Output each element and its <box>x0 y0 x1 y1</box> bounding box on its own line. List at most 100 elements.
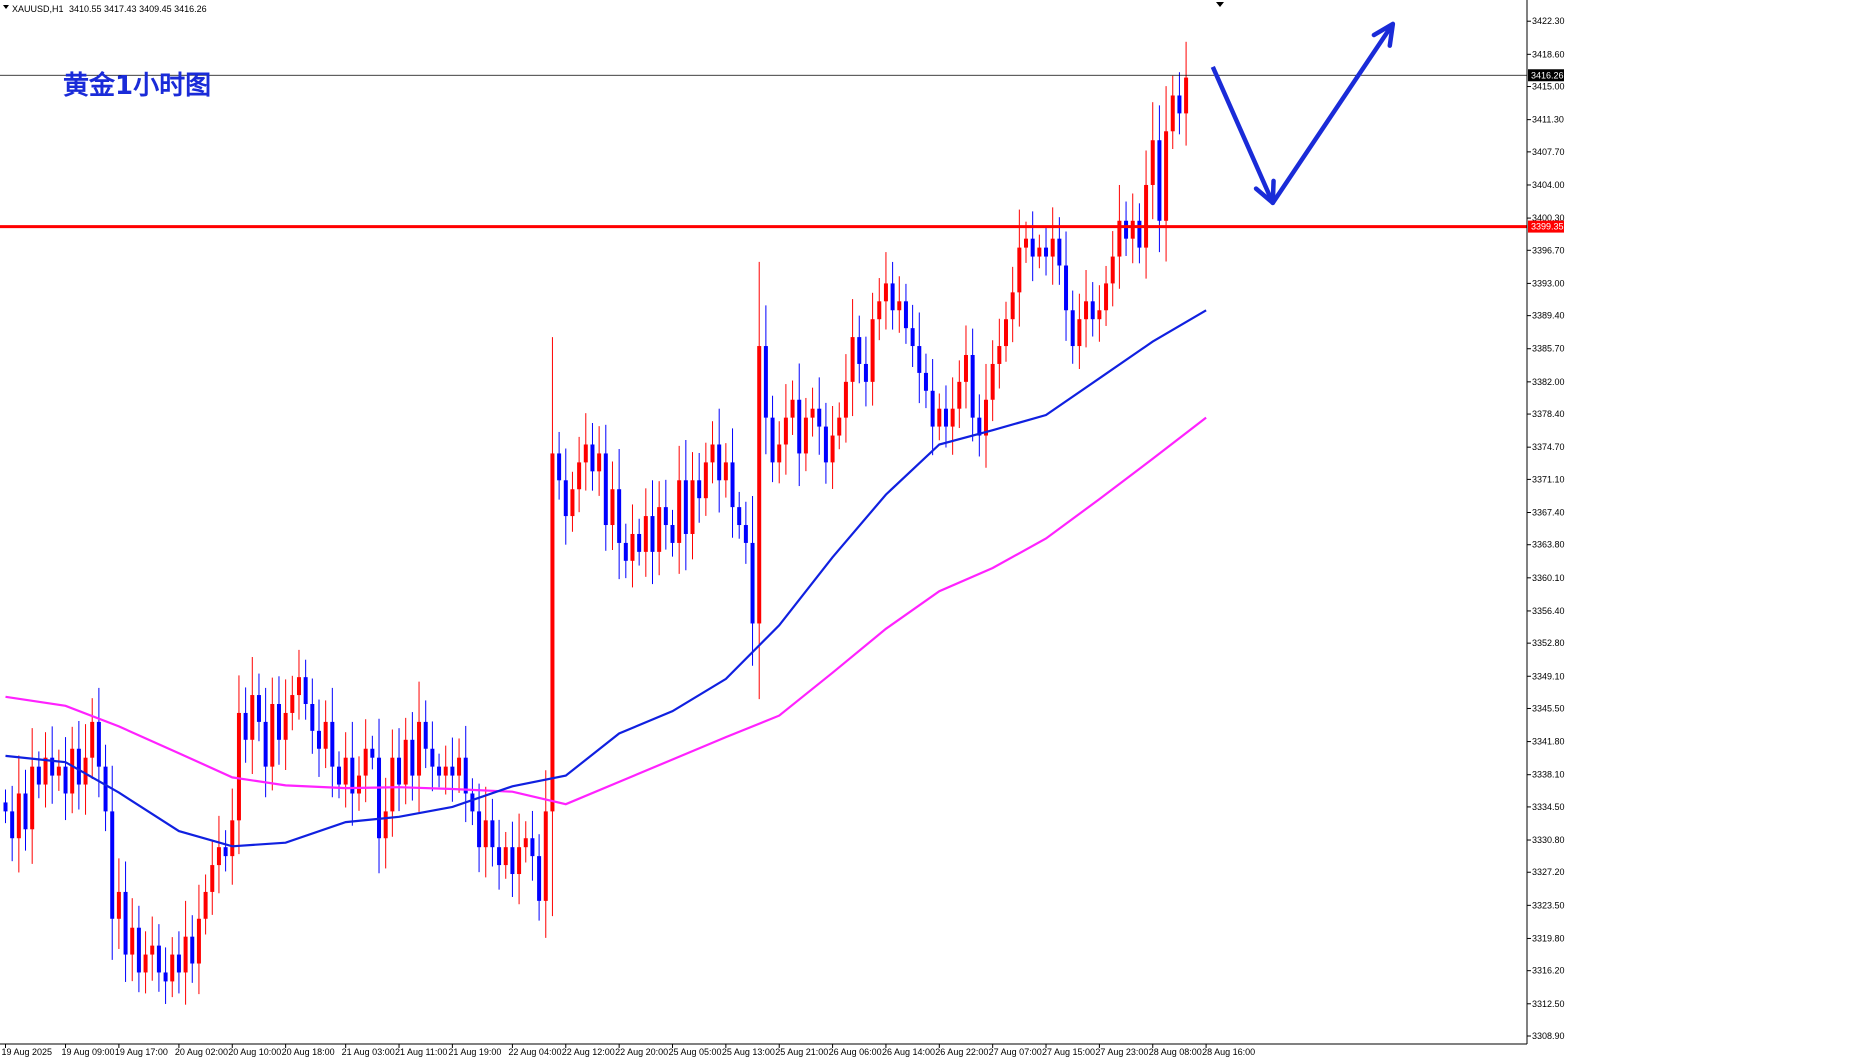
candle <box>83 724 88 815</box>
candle-body <box>150 945 155 955</box>
candle <box>263 687 268 798</box>
y-tick-label: 3338.10 <box>1532 770 1565 780</box>
candle <box>1150 102 1155 220</box>
candle-body <box>343 757 348 785</box>
candle <box>990 340 995 422</box>
candle <box>737 491 742 539</box>
candle <box>563 448 568 545</box>
candle-body <box>623 542 628 561</box>
candle <box>103 744 108 832</box>
x-tick-label: 27 Aug 07:00 <box>989 1047 1042 1057</box>
candle <box>397 728 402 812</box>
candle <box>863 336 868 407</box>
candle-body <box>256 695 261 722</box>
candle <box>643 488 648 577</box>
candle <box>937 393 942 441</box>
candle-body <box>1084 301 1089 320</box>
candle <box>330 687 335 798</box>
candle <box>1130 193 1135 264</box>
candle-body <box>697 480 702 499</box>
x-tick-label: 19 Aug 17:00 <box>115 1047 168 1057</box>
candle-body <box>890 283 895 311</box>
candle-body <box>216 847 221 866</box>
candle-body <box>1130 220 1135 239</box>
triangle-down-icon[interactable] <box>3 5 9 9</box>
candle-body <box>477 811 482 848</box>
candle <box>637 518 642 566</box>
candle-body <box>817 408 822 427</box>
candle <box>883 252 888 330</box>
annotation-title: 黄金1小时图 <box>63 70 211 101</box>
candle-body <box>10 811 15 839</box>
candle-body <box>1137 220 1142 248</box>
candle <box>503 831 508 879</box>
current-price-tag: 3416.26 <box>1531 70 1564 80</box>
y-tick-label: 3334.50 <box>1532 802 1565 812</box>
candle-body <box>937 408 942 427</box>
candle-body <box>437 766 442 776</box>
candle-body <box>837 417 842 436</box>
candle-body <box>36 766 41 785</box>
candle <box>90 698 95 780</box>
candle <box>1084 269 1089 348</box>
candle-body <box>397 757 402 785</box>
candle <box>917 312 922 404</box>
candle <box>923 353 928 409</box>
candle-body <box>223 847 228 857</box>
shift-marker-icon[interactable] <box>1216 2 1224 7</box>
candle-body <box>363 748 368 776</box>
candle-body <box>723 462 728 481</box>
plot-area[interactable] <box>0 0 1527 1044</box>
candle-body <box>637 533 642 552</box>
candle-body <box>156 945 161 973</box>
candle <box>943 385 948 448</box>
candle-body <box>1017 247 1022 293</box>
candle <box>23 769 28 851</box>
y-tick-label: 3371.10 <box>1532 474 1565 484</box>
candle-body <box>897 301 902 311</box>
candle-body <box>236 712 241 821</box>
candle-body <box>677 480 682 543</box>
candle-body <box>283 712 288 740</box>
candle <box>176 931 181 994</box>
time-axis[interactable]: 19 Aug 2025 19 Aug 09:00 19 Aug 17:00 20 Au… <box>2 1044 1256 1057</box>
candle-body <box>303 677 308 705</box>
candle-body <box>23 793 28 830</box>
candle-body <box>90 721 95 758</box>
price-axis[interactable]: 3422.30 3418.60 3415.00 3411.30 3407.70 3404.… <box>1527 16 1565 1041</box>
candle <box>1090 282 1095 337</box>
candle <box>723 443 728 498</box>
candle <box>457 738 462 793</box>
candle-body <box>16 793 21 839</box>
candle-body <box>116 891 121 919</box>
candle-body <box>650 516 655 552</box>
candle-body <box>1077 319 1082 347</box>
candle <box>630 504 635 588</box>
candle <box>1064 231 1069 341</box>
y-tick-label: 3393.00 <box>1532 278 1565 288</box>
candle <box>870 292 875 406</box>
candle-body <box>1117 220 1122 257</box>
x-tick-label: 22 Aug 04:00 <box>508 1047 561 1057</box>
x-tick-label: 21 Aug 11:00 <box>395 1047 447 1057</box>
candle-body <box>316 730 321 749</box>
candle-body <box>1030 238 1035 257</box>
y-tick-label: 3404.00 <box>1532 180 1565 190</box>
candle-body <box>870 319 875 382</box>
candle <box>203 874 208 935</box>
candle-body <box>43 757 48 785</box>
candle <box>810 387 815 437</box>
candle-body <box>377 757 382 839</box>
candle-body <box>617 489 622 543</box>
y-tick-label: 3316.20 <box>1532 966 1565 976</box>
candle <box>337 751 341 799</box>
candle-body <box>337 766 341 785</box>
candle-body <box>823 426 828 463</box>
resistance-price-tag: 3399.35 <box>1531 222 1564 232</box>
y-tick-label: 3352.80 <box>1532 638 1565 648</box>
candle <box>717 408 722 513</box>
candle-body <box>196 918 201 964</box>
ma-slow-line <box>5 416 1207 806</box>
chart-header: XAUUSD,H1 3410.55 3417.43 3409.45 3416.2… <box>3 4 207 14</box>
candle <box>1170 75 1175 150</box>
